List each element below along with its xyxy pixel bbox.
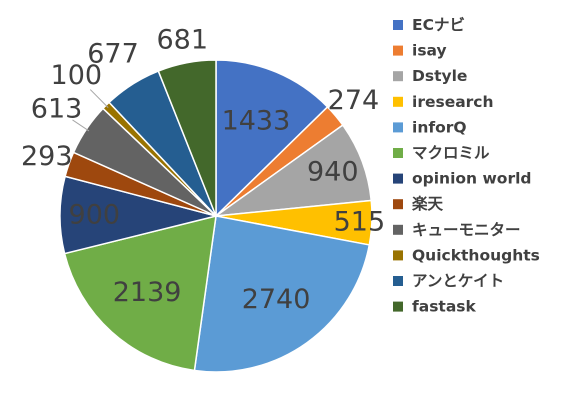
- legend-label: キューモニター: [412, 221, 521, 239]
- legend-swatch: [393, 148, 403, 158]
- data-label: 677: [87, 39, 139, 70]
- legend-swatch: [393, 20, 403, 30]
- pie-slice: [63, 215, 217, 372]
- legend: ECナビ isay Dstyle iresearch inforQ マクロミル opinio…: [393, 16, 540, 316]
- legend-swatch: [393, 224, 403, 235]
- legend-label: isay: [412, 42, 447, 60]
- legend-label: opinion world: [412, 170, 532, 188]
- data-label: 681: [156, 24, 208, 55]
- data-label: 900: [69, 200, 121, 231]
- data-label: 2139: [113, 277, 182, 308]
- legend-swatch: [393, 199, 403, 210]
- leader-lines: [72, 89, 109, 132]
- data-label: 613: [31, 94, 83, 125]
- data-label: 293: [21, 141, 73, 172]
- legend-swatch: [393, 71, 403, 82]
- legend-label: Dstyle: [412, 67, 467, 85]
- legend-label: fastask: [412, 298, 477, 316]
- data-label: 940: [307, 156, 359, 187]
- data-label: 2740: [242, 284, 311, 315]
- pie-slices: [59, 59, 373, 373]
- legend-swatch: [393, 301, 403, 312]
- legend-label: iresearch: [412, 93, 494, 111]
- legend-swatch: [393, 250, 403, 261]
- pie-slice: [157, 59, 217, 217]
- data-label: 515: [334, 207, 386, 238]
- pie-slice: [193, 215, 371, 373]
- leader-line: [72, 119, 90, 132]
- legend-label: マクロミル: [412, 144, 490, 162]
- legend-swatch: [393, 173, 403, 184]
- data-label: 274: [328, 85, 380, 116]
- legend-label: 楽天: [412, 194, 444, 213]
- legend-swatch: [393, 96, 403, 107]
- data-label: 1433: [222, 106, 291, 137]
- legend-swatch: [393, 122, 403, 133]
- legend-label: ECナビ: [412, 16, 465, 34]
- legend-swatch: [393, 45, 403, 56]
- legend-label: アンとケイト: [412, 272, 504, 290]
- pie-slice: [215, 59, 329, 218]
- legend-swatch: [393, 276, 403, 286]
- legend-label: Quickthoughts: [412, 246, 540, 264]
- legend-label: inforQ: [412, 118, 467, 136]
- data-label: 100: [51, 60, 103, 91]
- leader-line: [89, 89, 109, 108]
